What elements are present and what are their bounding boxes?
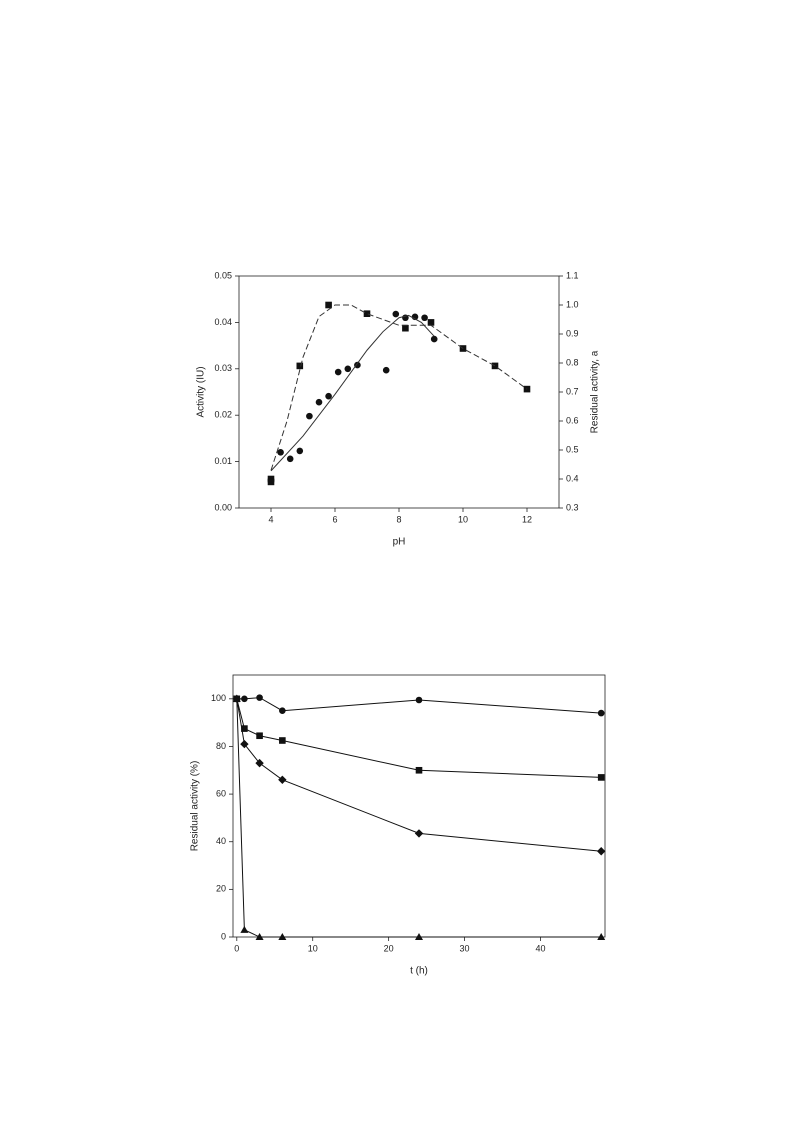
y2-tick-label: 0.8 [566,357,579,367]
y-tick-label: 40 [216,836,226,846]
y-tick-label: 60 [216,788,226,798]
series-line [236,698,602,778]
marker [240,925,249,933]
x-axis-label: t (h) [410,966,428,977]
marker [597,774,605,781]
marker [415,766,423,774]
y-tick-label: 20 [216,884,226,894]
y2-tick-label: 1.1 [566,270,579,280]
x-tick-label: 40 [535,943,545,953]
marker [277,449,284,456]
y2-tick-label: 1.0 [566,299,579,309]
marker [334,368,342,376]
y-tick-label: 0.03 [214,363,232,373]
marker [402,324,409,332]
marker [597,933,606,940]
marker [306,412,313,420]
y2-tick-label: 0.7 [566,386,579,396]
series-line [236,698,602,938]
marker [363,310,371,317]
x-tick-label: 12 [522,514,532,524]
x-tick-label: 10 [458,514,468,524]
y2-tick-label: 0.5 [566,444,579,454]
y-tick-label: 0.04 [214,317,232,327]
y2-tick-label: 0.6 [566,415,579,425]
y2-tick-label: 0.4 [566,473,579,483]
y-tick-label: 0 [221,931,226,941]
series-line [236,698,602,852]
y2-tick-label: 0.9 [566,328,579,338]
x-tick-label: 10 [308,943,318,953]
marker [427,319,435,326]
marker [232,694,241,702]
marker [255,933,264,940]
marker [325,392,332,400]
marker [296,447,304,455]
x-tick-label: 0 [234,943,239,953]
marker [278,775,287,784]
marker [279,737,286,744]
y-tick-label: 100 [211,693,226,703]
marker [267,478,275,486]
y-tick-label: 0.02 [214,410,232,420]
marker [325,301,332,309]
y-tick-label: 80 [216,741,226,751]
marker [430,335,438,343]
plot-frame [232,674,606,938]
marker [278,933,287,940]
x-tick-label: 4 [268,514,273,524]
marker [382,366,390,374]
fit-line [270,304,528,471]
marker [256,732,263,740]
x-tick-label: 20 [384,943,394,953]
marker [315,398,323,406]
marker [392,310,400,318]
y-tick-label: 0.05 [214,270,232,280]
marker [415,933,423,940]
marker [414,829,424,838]
marker [354,361,361,369]
x-axis-label: pH [393,537,406,548]
y-axis-label: Residual activity (%) [190,761,201,852]
marker [344,365,352,373]
x-tick-label: 6 [332,514,337,524]
x-tick-label: 8 [396,514,401,524]
y2-tick-label: 0.3 [566,502,579,512]
marker [597,709,605,717]
y-tick-label: 0.00 [214,502,232,512]
marker [241,695,248,703]
marker [255,758,264,768]
marker [296,362,304,370]
marker [421,314,428,322]
x-tick-label: 30 [460,943,470,953]
marker [597,847,606,856]
marker [286,455,294,463]
marker [415,696,423,704]
marker [241,725,248,732]
marker [256,694,263,701]
marker [491,362,499,370]
plot-frame [238,275,560,509]
y-axis-label: Activity (IU) [196,366,207,417]
y2-axis-label: Residual activity, a [590,350,601,433]
y-tick-label: 0.01 [214,456,232,466]
marker [240,739,249,749]
fit-line [270,314,435,472]
marker [279,707,286,715]
